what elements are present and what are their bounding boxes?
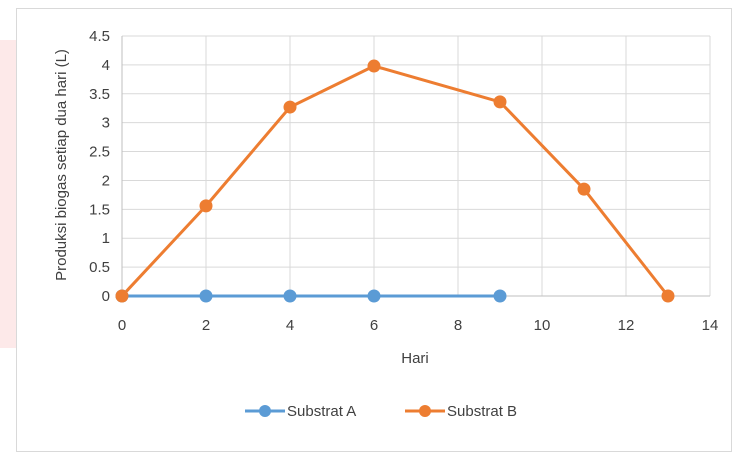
series-b-point: [199, 199, 213, 213]
series-a-point: [493, 289, 507, 303]
tick-labels: 0 0.5 1 1.5 2 2.5 3 3.5 4 4.5 0 2 4 6 8 10 12 14: [89, 28, 718, 334]
chart-frame: [16, 8, 732, 452]
y-tick-label: 1.5: [89, 201, 110, 218]
grid-lines: [122, 35, 711, 296]
legend-marker-b: [419, 405, 431, 417]
series-b-point: [661, 289, 675, 303]
series-b-point: [493, 95, 507, 109]
x-tick-label: 6: [370, 317, 378, 334]
series-b-point: [367, 59, 381, 73]
series-markers: [115, 59, 675, 303]
y-tick-label: 4.5: [89, 28, 110, 45]
series-a-point: [367, 289, 381, 303]
axes: [121, 36, 710, 297]
y-tick-label: 2.5: [89, 144, 110, 161]
x-tick-label: 2: [202, 317, 210, 334]
y-tick-label: 2: [102, 172, 110, 189]
y-tick-label: 0: [102, 288, 110, 305]
x-tick-label: 12: [618, 317, 635, 334]
y-tick-label: 3.5: [89, 86, 110, 103]
legend-marker-a: [259, 405, 271, 417]
x-axis-label: Hari: [401, 350, 429, 367]
y-tick-label: 0.5: [89, 259, 110, 276]
x-tick-label: 10: [534, 317, 551, 334]
series-a-point: [199, 289, 213, 303]
legend-label-b: Substrat B: [447, 403, 517, 420]
y-tick-label: 1: [102, 230, 110, 247]
x-tick-label: 4: [286, 317, 294, 334]
series-b-point: [115, 289, 129, 303]
series-b-point: [577, 182, 591, 196]
series-b-line: [120, 64, 670, 298]
series-b-point: [283, 100, 297, 114]
x-tick-label: 0: [118, 317, 126, 334]
series-lines: [120, 64, 670, 298]
y-tick-label: 4: [102, 57, 110, 74]
y-axis-label: Produksi biogas setiap dua hari (L): [53, 49, 70, 281]
legend: Substrat A Substrat B: [245, 403, 517, 420]
legend-label-a: Substrat A: [287, 403, 356, 420]
series-a-point: [283, 289, 297, 303]
x-tick-label: 8: [454, 317, 462, 334]
y-tick-label: 3: [102, 115, 110, 132]
x-tick-label: 14: [702, 317, 719, 334]
